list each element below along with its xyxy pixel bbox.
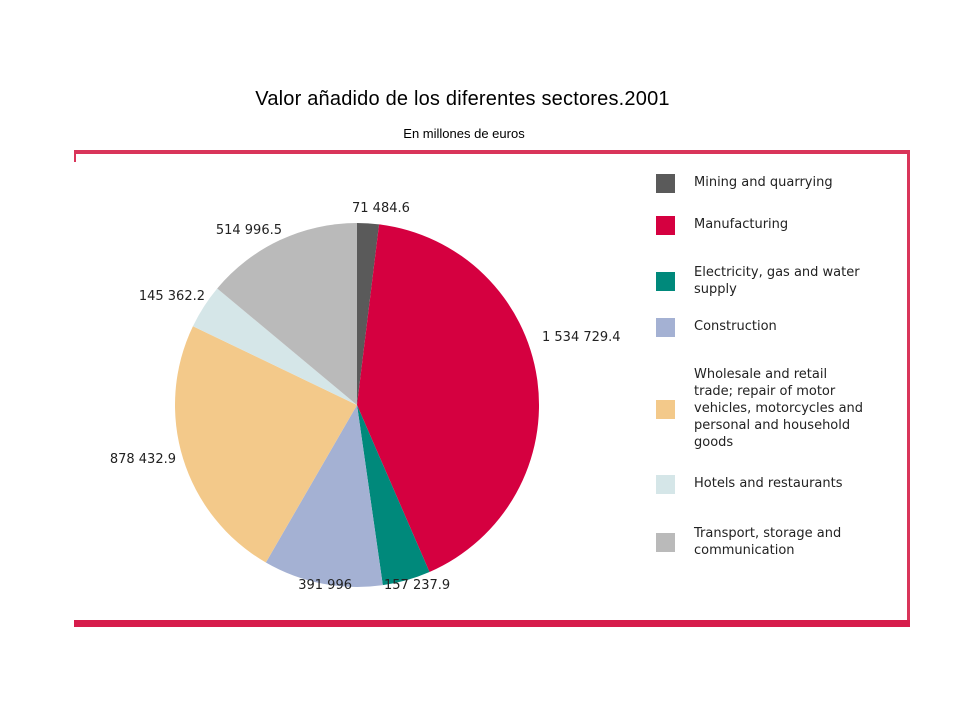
pie-labels: 71 484.6 1 534 729.4 157 237.9 391 996 878 4… — [110, 201, 621, 593]
chart-title: Valor añadido de los diferentes sectores… — [255, 88, 670, 110]
legend-label-line: Electricity, gas and water — [694, 265, 860, 280]
legend-label-line: Transport, storage and — [694, 526, 842, 541]
pie-slice-wholesale-and-retail-trade-repair-of-motor-vehicles-motorcycles-and-personal-and-household-goods — [174, 326, 357, 563]
frame-bottom-border — [74, 620, 910, 627]
legend-swatch — [656, 533, 675, 552]
legend-label: Wholesale and retail trade; repair of mot… — [694, 366, 904, 451]
legend-label-line: Construction — [694, 319, 777, 334]
pie-slice-manufacturing — [357, 224, 540, 572]
legend-swatch — [656, 399, 675, 419]
frame-right-border — [907, 150, 910, 620]
slice-value-label: 878 432.9 — [110, 452, 176, 467]
legend-swatch — [656, 174, 675, 193]
legend-label: Electricity, gas and water supply — [694, 264, 904, 298]
legend-label: Hotels and restaurants — [694, 475, 904, 492]
slice-value-label: 145 362.2 — [139, 289, 205, 304]
legend-label-line: vehicles, motorcycles and — [694, 401, 864, 416]
frame-top-border — [74, 150, 910, 154]
slice-value-label: 71 484.6 — [352, 201, 410, 216]
legend-label: Mining and quarrying — [694, 174, 904, 191]
legend-swatch — [656, 475, 675, 494]
legend-label-line: Wholesale and retail — [694, 367, 828, 382]
legend-swatch — [656, 272, 675, 291]
slice-value-label: 157 237.9 — [384, 578, 450, 593]
legend-swatch — [656, 216, 675, 235]
legend-label: Construction — [694, 318, 904, 335]
legend-label-line: supply — [694, 282, 737, 297]
slice-value-label: 514 996.5 — [216, 223, 282, 238]
pie-slice-mining-and-quarrying — [357, 223, 380, 405]
legend-label-line: Hotels and restaurants — [694, 476, 843, 491]
legend-label: Manufacturing — [694, 216, 904, 233]
legend-label-line: communication — [694, 543, 795, 558]
slice-value-label: 1 534 729.4 — [542, 330, 621, 345]
frame-left-tick — [74, 150, 76, 162]
legend-swatch — [656, 318, 675, 337]
pie-slice-hotels-and-restaurants — [192, 288, 357, 405]
legend-label-line: Mining and quarrying — [694, 175, 833, 190]
legend-label-line: goods — [694, 435, 734, 450]
pie-slice-construction — [265, 405, 383, 587]
pie-slice-electricity-gas-and-water-supply — [357, 405, 430, 586]
legend-label-line: Manufacturing — [694, 217, 789, 232]
legend-label: Transport, storage and communication — [694, 525, 904, 559]
pie-slices — [174, 223, 540, 587]
pie-slice-transport-storage-and-communication — [217, 223, 357, 405]
chart-subtitle: En millones de euros — [403, 126, 525, 141]
legend-label-line: personal and household — [694, 418, 851, 433]
legend-label-line: trade; repair of motor — [694, 384, 836, 399]
slice-value-label: 391 996 — [298, 578, 352, 593]
